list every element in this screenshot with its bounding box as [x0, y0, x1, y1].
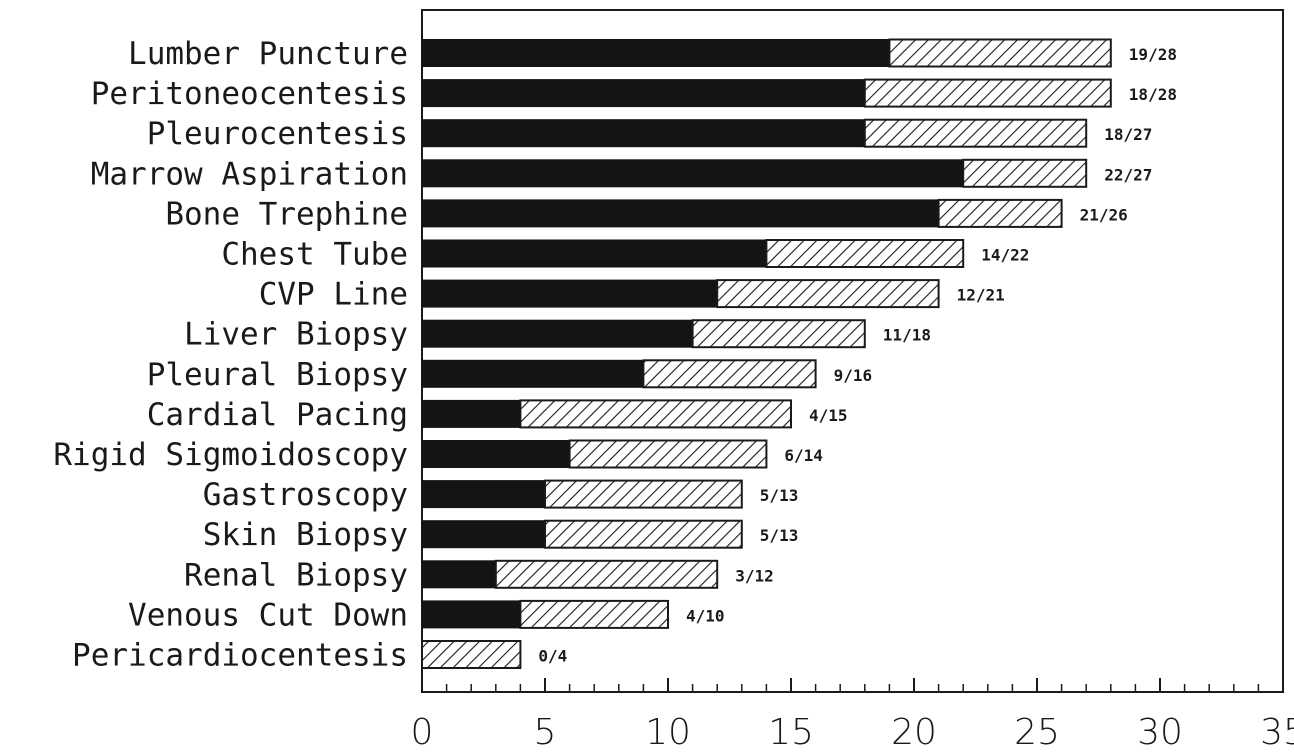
bar-solid: [421, 79, 866, 108]
bar-solid: [421, 600, 521, 629]
plot-border: [421, 9, 1284, 693]
bar-hatched: [691, 319, 866, 349]
bar-solid: [421, 119, 866, 148]
x-tick-label: 5: [534, 712, 557, 753]
x-tick-label: 0: [411, 712, 434, 753]
data-label: 21/26: [1080, 205, 1128, 224]
category-label: Liver Biopsy: [184, 317, 408, 353]
category-label: Chest Tube: [221, 237, 408, 273]
category-label: Skin Biopsy: [203, 517, 408, 553]
data-label: 4/15: [809, 406, 848, 425]
bar-solid: [421, 319, 694, 348]
category-label: Pericardiocentesis: [72, 638, 408, 674]
plot-frame: [421, 9, 1284, 693]
x-tick-label: 15: [768, 712, 814, 753]
bar-hatched: [863, 118, 1088, 148]
bar-solid: [421, 440, 571, 468]
data-label: 22/27: [1104, 165, 1152, 184]
data-label: 5/13: [760, 486, 799, 505]
bar-hatched: [888, 38, 1112, 68]
category-label: Cardial Pacing: [147, 397, 408, 433]
category-label: Marrow Aspiration: [91, 156, 408, 192]
category-label: Venous Cut Down: [128, 597, 408, 633]
bar-hatched: [937, 198, 1063, 228]
x-tick-label: 30: [1137, 712, 1183, 753]
bar-hatched: [544, 519, 743, 549]
bar-hatched: [716, 279, 940, 309]
bar-hatched: [519, 599, 670, 629]
bar-hatched: [568, 439, 768, 469]
bar-hatched: [519, 399, 793, 429]
category-label: Pleural Biopsy: [147, 357, 408, 393]
data-label: 14/22: [981, 246, 1029, 265]
category-label: CVP Line: [259, 277, 408, 313]
x-tick-label: 10: [645, 712, 691, 753]
category-label: Pleurocentesis: [147, 116, 408, 152]
bar-hatched: [863, 78, 1112, 108]
bar-solid: [421, 39, 890, 67]
data-label: 9/16: [834, 366, 873, 385]
data-label: 18/27: [1104, 125, 1152, 144]
data-label: 6/14: [784, 446, 823, 465]
data-label: 4/10: [686, 606, 725, 625]
category-label: Peritoneocentesis: [91, 76, 408, 112]
bar-solid: [421, 560, 497, 589]
bar-hatched: [765, 239, 965, 268]
bar-hatched: [642, 359, 817, 389]
category-label: Lumber Puncture: [128, 36, 408, 72]
bars-group: [421, 38, 1112, 669]
bar-hatched: [494, 559, 719, 589]
category-label: Gastroscopy: [203, 477, 408, 513]
data-label: 18/28: [1129, 85, 1177, 104]
bar-hatched: [544, 479, 743, 509]
bar-hatched: [962, 158, 1088, 188]
x-tick-label: 20: [891, 712, 937, 753]
x-axis: 0 5 10 15 20 25 30 35: [411, 678, 1294, 753]
data-label: 11/18: [883, 326, 931, 345]
bar-hatched: [421, 640, 522, 669]
bar-solid: [421, 279, 718, 308]
bar-solid: [421, 480, 546, 509]
category-labels: Lumber Puncture Peritoneocentesis Pleuroce…: [53, 36, 408, 674]
category-label: Bone Trephine: [165, 196, 408, 232]
bar-solid: [421, 359, 644, 388]
category-label: Rigid Sigmoidoscopy: [53, 437, 408, 473]
data-label: 19/28: [1129, 45, 1177, 64]
data-label: 0/4: [538, 647, 567, 666]
data-label: 3/12: [735, 566, 774, 585]
data-label: 12/21: [957, 286, 1005, 305]
data-labels: 19/28 18/28 18/27 22/27 21/26 14/22 12/21 11/18…: [538, 45, 1177, 666]
x-tick-label: 25: [1014, 712, 1060, 753]
x-tick-label: 35: [1260, 712, 1294, 753]
bar-solid: [421, 199, 940, 228]
category-label: Renal Biopsy: [184, 557, 408, 593]
data-label: 5/13: [760, 526, 799, 545]
bar-solid: [421, 399, 521, 428]
bar-solid: [421, 159, 964, 188]
bar-solid: [421, 520, 546, 549]
bar-solid: [421, 239, 767, 268]
